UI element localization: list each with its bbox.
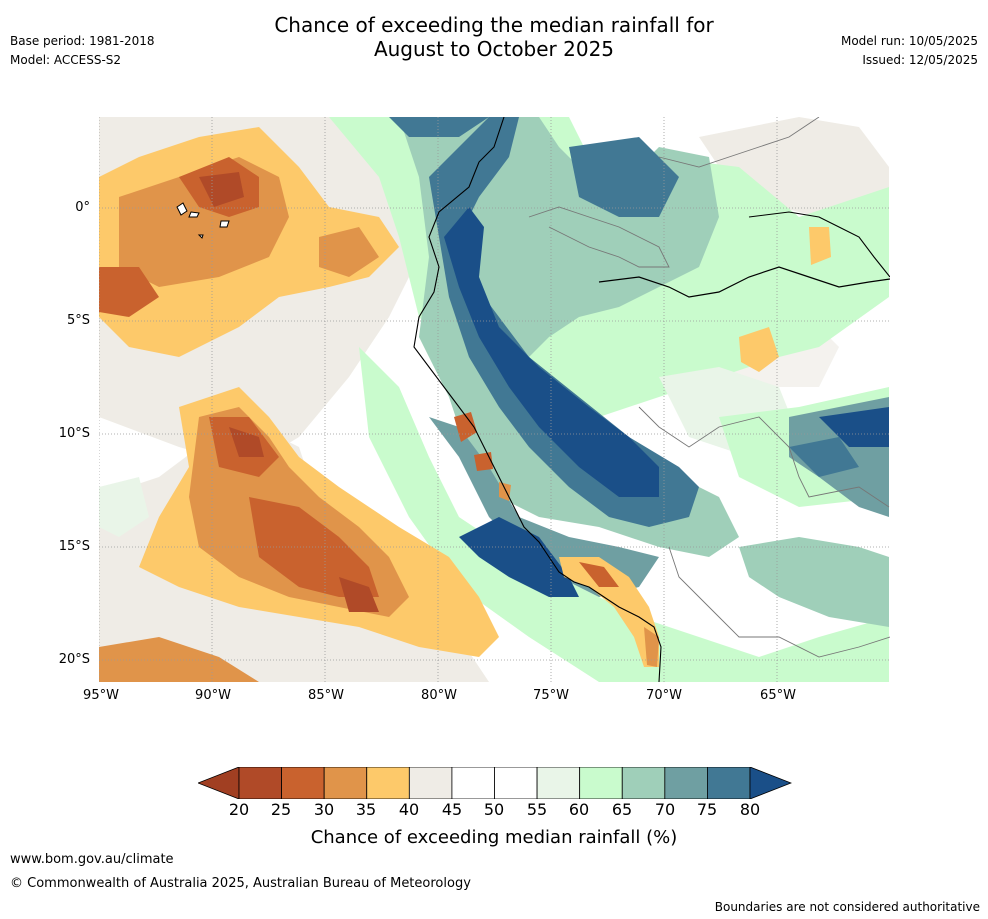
lon-label-70w: 70°W — [646, 688, 682, 703]
rainfall-probability-map — [99, 117, 890, 682]
colorbar-tick: 50 — [483, 800, 505, 819]
map-title-line2: August to October 2025 — [373, 37, 615, 61]
galapagos-islands — [176, 202, 230, 239]
colorbar-tick: 40 — [398, 800, 420, 819]
colorbar-tick: 80 — [739, 800, 761, 819]
model-name: Model: ACCESS-S2 — [10, 53, 122, 67]
colorbar-cell — [621, 767, 666, 799]
lat-label-20s: 20°S — [58, 652, 90, 667]
blue-corridor — [389, 117, 889, 597]
lon-label-80w: 80°W — [421, 688, 457, 703]
colorbar-tick: 65 — [611, 800, 633, 819]
colorbar-tick: 30 — [313, 800, 335, 819]
lat-label-5s: 5°S — [66, 313, 90, 328]
colorbar-cells — [238, 767, 751, 799]
colorbar-cell — [536, 767, 581, 799]
colorbar-tick: 60 — [568, 800, 590, 819]
website-link[interactable]: www.bom.gov.au/climate — [10, 852, 174, 867]
colorbar-above-arrow — [749, 767, 792, 799]
lat-label-15s: 15°S — [58, 539, 90, 554]
country-borders — [528, 117, 890, 658]
map-title-line1: Chance of exceeding the median rainfall … — [274, 13, 714, 37]
colorbar-cell — [664, 767, 708, 799]
colorbar-cell — [281, 767, 325, 799]
issued-date: Issued: 12/05/2025 — [862, 53, 978, 67]
lon-label-65w: 65°W — [760, 688, 796, 703]
colorbar — [198, 767, 792, 799]
colorbar-cell — [323, 767, 368, 799]
colorbar-cell — [408, 767, 453, 799]
model-run: Model run: 10/05/2025 — [840, 34, 978, 48]
colorbar-label: Chance of exceeding median rainfall (%) — [310, 827, 678, 848]
meta-right: Model run: 10/05/2025 Issued: 12/05/2025 — [841, 32, 978, 70]
coastline — [413, 117, 662, 682]
grid-lines — [99, 117, 890, 682]
lon-label-75w: 75°W — [533, 688, 569, 703]
lon-label-85w: 85°W — [308, 688, 344, 703]
lon-label-95w: 95°W — [83, 688, 119, 703]
lat-label-0: 0° — [75, 200, 90, 215]
dry-regions — [99, 127, 831, 682]
lat-label-10s: 10°S — [58, 426, 90, 441]
copyright-text: © Commonwealth of Australia 2025, Austra… — [10, 876, 471, 891]
base-period: Base period: 1981-2018 — [10, 34, 155, 48]
colorbar-tick: 55 — [526, 800, 548, 819]
meta-left: Base period: 1981-2018 Model: ACCESS-S2 — [10, 32, 155, 70]
map-title: Chance of exceeding the median rainfall … — [0, 13, 988, 61]
colorbar-cell — [494, 767, 538, 799]
colorbar-tick: 45 — [441, 800, 463, 819]
northern-coastline — [748, 211, 890, 278]
colorbar-tick: 75 — [696, 800, 718, 819]
boundaries-disclaimer: Boundaries are not considered authoritat… — [714, 900, 980, 914]
colorbar-cell — [707, 767, 751, 799]
colorbar-cell — [451, 767, 495, 799]
colorbar-cell — [366, 767, 410, 799]
lon-label-90w: 90°W — [195, 688, 231, 703]
colorbar-below-arrow — [198, 767, 240, 799]
colorbar-tick: 25 — [270, 800, 292, 819]
colorbar-tick: 35 — [355, 800, 377, 819]
colorbar-tick: 70 — [654, 800, 676, 819]
colorbar-cell — [579, 767, 623, 799]
amazon-river — [598, 266, 890, 298]
colorbar-tick: 20 — [228, 800, 250, 819]
colorbar-cell — [238, 767, 282, 799]
